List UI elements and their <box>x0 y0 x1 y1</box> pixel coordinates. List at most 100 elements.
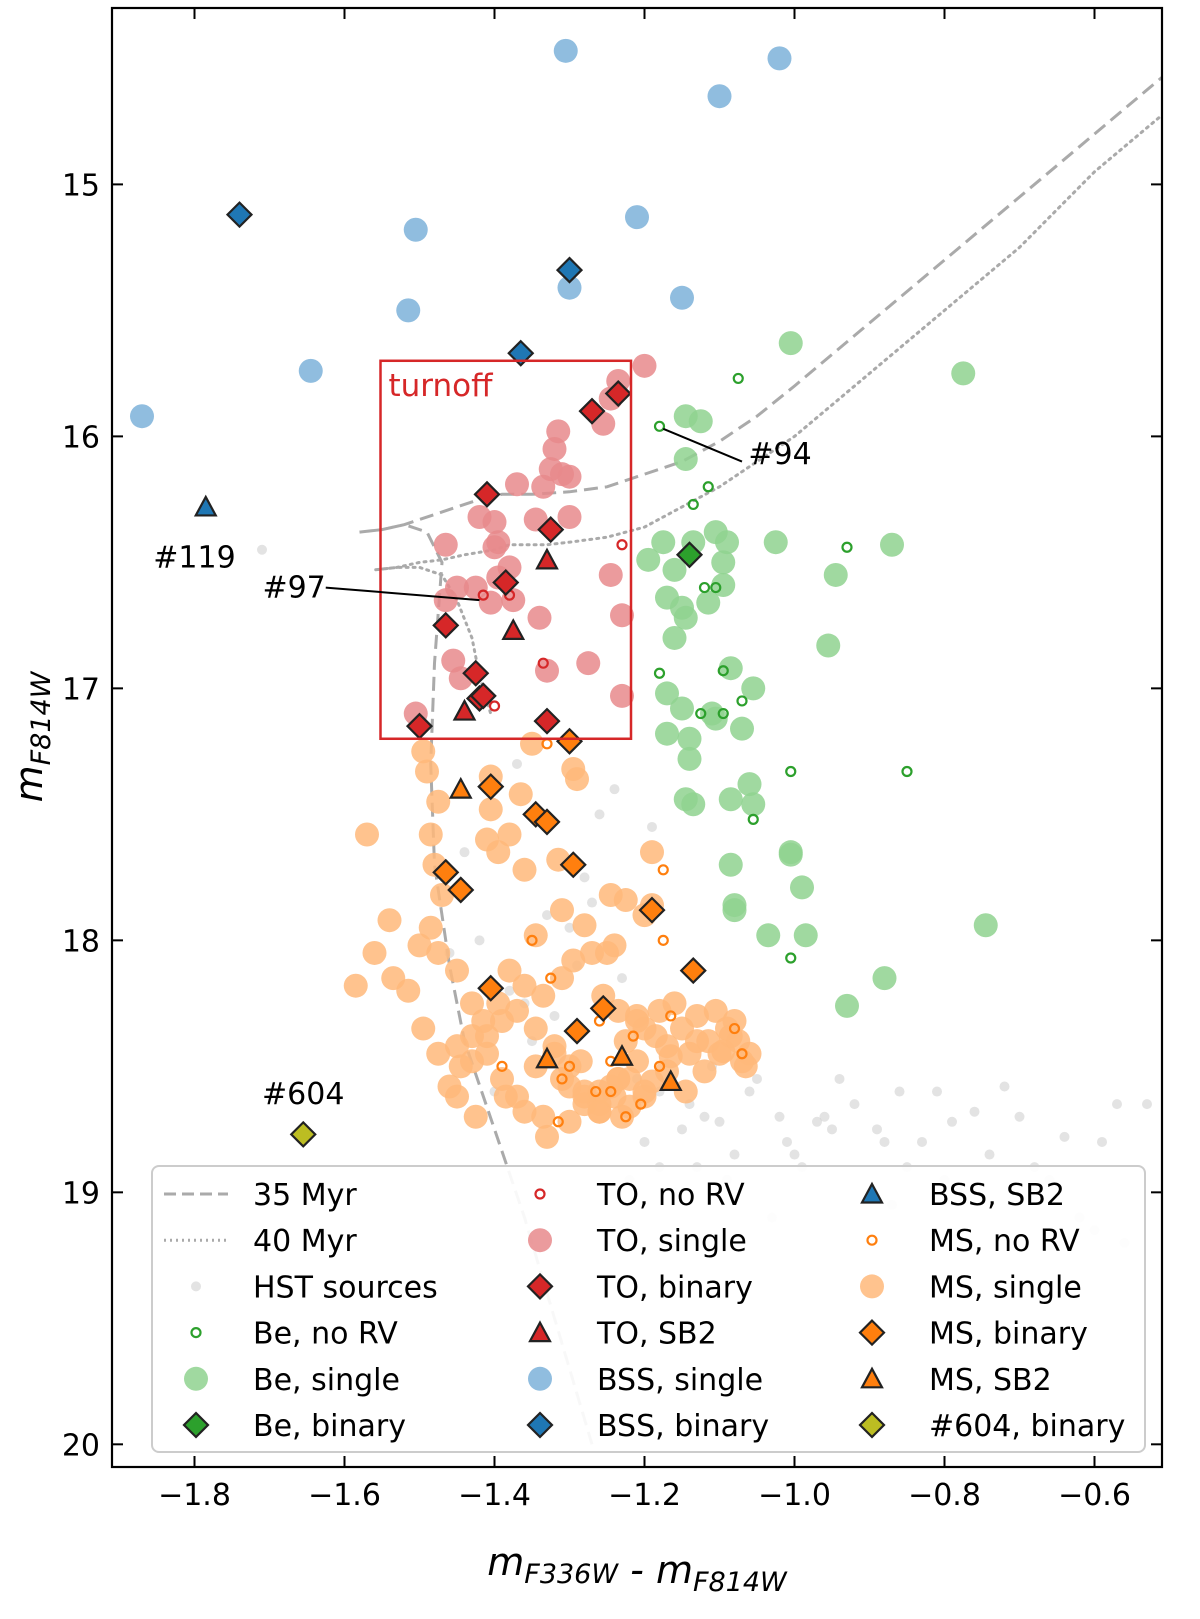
series-ms-binary <box>432 727 707 1045</box>
point-to_single <box>557 505 582 530</box>
legend-label: BSS, SB2 <box>929 1178 1065 1213</box>
point-ms_binary <box>533 808 561 836</box>
point-hst <box>617 973 627 984</box>
point-to_single <box>535 658 559 683</box>
point-ms_single <box>381 966 406 991</box>
point-to_binary <box>462 659 490 687</box>
point-ms_single <box>685 1003 709 1028</box>
point-ms_norv <box>620 1111 632 1123</box>
point-be_norv <box>717 665 729 677</box>
point-hst <box>1142 1099 1152 1110</box>
legend-label: 40 Myr <box>253 1224 357 1259</box>
point-to_binary <box>492 568 520 597</box>
point-ms_norv <box>728 1022 741 1035</box>
point-be_single <box>655 721 679 746</box>
point-ms_single <box>426 940 451 965</box>
point-be_norv <box>732 372 744 385</box>
legend-entry: 35 Myr <box>164 1178 357 1213</box>
legend-entry: TO, SB2 <box>528 1317 717 1352</box>
point-ms_single <box>535 1124 559 1149</box>
point-be_single <box>973 913 998 938</box>
point-hst <box>879 1136 890 1147</box>
point-ms_single <box>497 822 522 847</box>
point-to_norv <box>477 589 489 601</box>
plot-frame <box>110 6 1164 1469</box>
legend-marker-to_binary <box>526 1272 554 1300</box>
point-ms_single <box>508 782 533 807</box>
legend-marker-bss_sb2 <box>860 1181 884 1204</box>
point-hst <box>579 872 590 883</box>
legend-label: #604, binary <box>929 1409 1125 1444</box>
annotation-label: #119 <box>153 540 235 575</box>
point-to_single <box>610 683 634 708</box>
point-ms_single <box>426 1041 451 1066</box>
turnoff-box-layer: turnoff <box>379 359 633 741</box>
series-hst-sources <box>257 544 1152 1248</box>
series-ms-sb2 <box>448 776 683 1092</box>
legend-marker-to_single <box>528 1228 552 1253</box>
point-ms_sb2 <box>448 776 473 799</box>
legend-marker-be_binary <box>182 1411 210 1439</box>
point-ms_single <box>362 940 387 965</box>
point-ms_single <box>523 1016 548 1041</box>
point-ms_single <box>587 1099 612 1124</box>
point-bss_sb2 <box>193 494 218 517</box>
point-to_single <box>576 651 601 676</box>
point-hst <box>872 1124 882 1135</box>
point-ms_single <box>426 789 451 814</box>
point-ms_single <box>572 913 597 938</box>
point-be_single <box>880 532 904 557</box>
axis-title-part: m <box>487 1540 524 1584</box>
point-be_single <box>651 530 676 555</box>
series-bss-sb2 <box>193 494 218 517</box>
point-hst <box>969 1106 980 1117</box>
legend-label: Be, binary <box>253 1409 406 1444</box>
point-ms_norv <box>657 864 669 876</box>
point-be_norv <box>747 813 759 825</box>
point-to_single <box>610 603 634 628</box>
point-ms_binary <box>555 727 584 755</box>
legend-marker-ms_norv <box>866 1234 878 1246</box>
point-hst <box>812 1116 822 1127</box>
point-ms_norv <box>552 1116 564 1128</box>
point-bss_single <box>130 404 154 429</box>
point-ms_norv <box>605 1085 617 1098</box>
axis-title-part: m <box>7 765 51 802</box>
point-be_single <box>677 746 702 771</box>
point-hst <box>1097 1136 1107 1147</box>
point-bss_single <box>403 217 428 242</box>
series-to-single <box>403 353 657 726</box>
legend-label: TO, no RV <box>596 1178 745 1213</box>
point-be_single <box>741 792 766 817</box>
point-be_norv <box>901 765 913 778</box>
point-be_single <box>756 923 781 948</box>
series-ms-no-rv <box>496 738 748 1128</box>
point-hst <box>999 1081 1010 1092</box>
point-be_single <box>715 530 739 555</box>
point-be_single <box>688 409 713 434</box>
point-hst <box>917 1136 927 1147</box>
point-ms_single <box>550 898 574 923</box>
point-to_single <box>557 464 582 489</box>
legend-entry: Be, single <box>184 1363 400 1398</box>
legend-marker-ms_single <box>860 1274 884 1299</box>
points-layer <box>130 38 1152 1248</box>
point-hst <box>1059 1131 1070 1142</box>
point-ms_single <box>726 1029 751 1054</box>
point-hst <box>459 847 470 858</box>
point-ms_single <box>640 840 664 865</box>
point-be_norv <box>653 667 666 679</box>
legend-marker-be_single <box>184 1366 208 1391</box>
point-ms_single <box>343 973 368 998</box>
point-be_single <box>793 923 818 948</box>
x-tick-label: −1.2 <box>608 1478 681 1513</box>
point-to_single <box>478 590 503 615</box>
point-be_single <box>778 331 803 356</box>
point-to_single <box>531 474 556 499</box>
series-to-binary <box>405 379 632 740</box>
point-ms_single <box>722 1008 747 1033</box>
y-tick-label: 15 <box>62 168 100 203</box>
point-be_single <box>741 676 766 701</box>
annotation-line <box>662 427 743 463</box>
legend-entry: BSS, single <box>528 1363 763 1398</box>
